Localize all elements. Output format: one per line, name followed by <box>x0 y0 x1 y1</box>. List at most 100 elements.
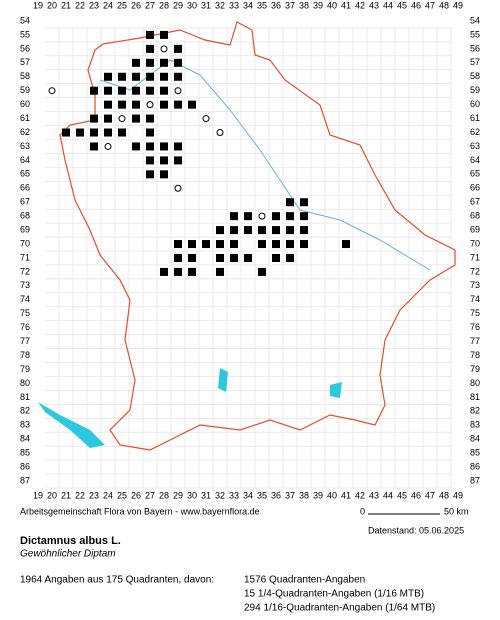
record-square <box>216 267 224 276</box>
record-square <box>216 253 224 262</box>
species: Dictamnus albus L. <box>20 535 121 547</box>
column-label: 25 <box>117 490 127 500</box>
record-square <box>160 72 168 81</box>
row-label: 80 <box>20 378 30 388</box>
row-label: 74 <box>20 294 30 304</box>
lake <box>330 382 342 398</box>
record-square <box>160 30 168 39</box>
record-square <box>146 170 154 179</box>
record-square <box>146 44 154 53</box>
row-label: 56 <box>20 43 30 53</box>
row-label: 81 <box>20 392 30 402</box>
record-square <box>146 128 154 137</box>
row-label: 73 <box>20 280 30 290</box>
row-label: 61 <box>470 113 480 123</box>
row-label: 55 <box>20 29 30 39</box>
record-square <box>146 72 154 81</box>
row-label: 67 <box>20 197 30 207</box>
record-square <box>132 114 140 123</box>
record-square <box>258 226 266 235</box>
breakdown: 1576 Quadranten-Angaben <box>244 575 365 586</box>
record-square <box>132 58 140 67</box>
record-square <box>160 86 168 95</box>
record-square <box>286 226 294 235</box>
row-label: 72 <box>20 266 30 276</box>
record-square <box>132 86 140 95</box>
row-label: 79 <box>470 364 480 374</box>
column-label: 49 <box>453 0 463 10</box>
record-square <box>118 100 126 109</box>
row-label: 70 <box>20 238 30 248</box>
record-circle <box>258 212 266 220</box>
column-label: 46 <box>411 490 421 500</box>
column-label: 34 <box>243 490 253 500</box>
row-label: 55 <box>470 29 480 39</box>
record-circle <box>160 45 168 53</box>
column-label: 45 <box>397 0 407 10</box>
row-label: 78 <box>470 350 480 360</box>
column-label: 24 <box>103 0 113 10</box>
record-square <box>188 240 196 249</box>
record-square <box>286 198 294 207</box>
column-label: 29 <box>173 490 183 500</box>
row-label: 77 <box>20 336 30 346</box>
record-square <box>174 72 182 81</box>
record-square <box>272 226 280 235</box>
record-square <box>160 100 168 109</box>
record-square <box>146 58 154 67</box>
record-square <box>160 58 168 67</box>
record-square <box>258 267 266 276</box>
record-circle <box>174 184 182 192</box>
record-square <box>62 128 70 137</box>
column-label: 42 <box>355 490 365 500</box>
column-label: 47 <box>425 0 435 10</box>
column-label: 40 <box>327 0 337 10</box>
column-label: 26 <box>131 0 141 10</box>
row-label: 71 <box>20 252 30 262</box>
column-label: 38 <box>299 490 309 500</box>
row-label: 69 <box>20 224 30 234</box>
record-square <box>104 86 112 95</box>
record-square <box>104 100 112 109</box>
region-outline <box>59 21 456 451</box>
column-label: 25 <box>117 0 127 10</box>
column-label: 39 <box>313 0 323 10</box>
row-label: 62 <box>20 127 30 137</box>
column-label: 32 <box>215 490 225 500</box>
row-label: 85 <box>470 448 480 458</box>
row-label: 58 <box>20 71 30 81</box>
row-label: 62 <box>470 127 480 137</box>
column-label: 43 <box>369 0 379 10</box>
row-label: 84 <box>20 434 30 444</box>
record-square <box>118 128 126 137</box>
column-label: 29 <box>173 0 183 10</box>
column-label: 30 <box>187 0 197 10</box>
record-square <box>244 253 252 262</box>
row-label: 58 <box>470 71 480 81</box>
record-square <box>90 128 98 137</box>
row-label: 57 <box>20 57 30 67</box>
column-label: 28 <box>159 490 169 500</box>
row-label: 61 <box>20 113 30 123</box>
record-square <box>132 100 140 109</box>
record-square <box>146 114 154 123</box>
record-square <box>202 240 210 249</box>
column-label: 28 <box>159 0 169 10</box>
record-circle <box>202 115 210 123</box>
column-label: 48 <box>439 0 449 10</box>
record-square <box>258 240 266 249</box>
column-label: 27 <box>145 0 155 10</box>
row-label: 83 <box>470 420 480 430</box>
record-square <box>174 253 182 262</box>
record-square <box>216 240 224 249</box>
record-square <box>76 128 84 137</box>
row-label: 66 <box>470 183 480 193</box>
record-square <box>300 212 308 221</box>
column-label: 42 <box>355 0 365 10</box>
row-label: 57 <box>470 57 480 67</box>
scale-end: 50 km <box>444 506 469 516</box>
column-label: 23 <box>89 490 99 500</box>
record-square <box>174 156 182 165</box>
row-label: 59 <box>470 85 480 95</box>
record-square <box>104 72 112 81</box>
